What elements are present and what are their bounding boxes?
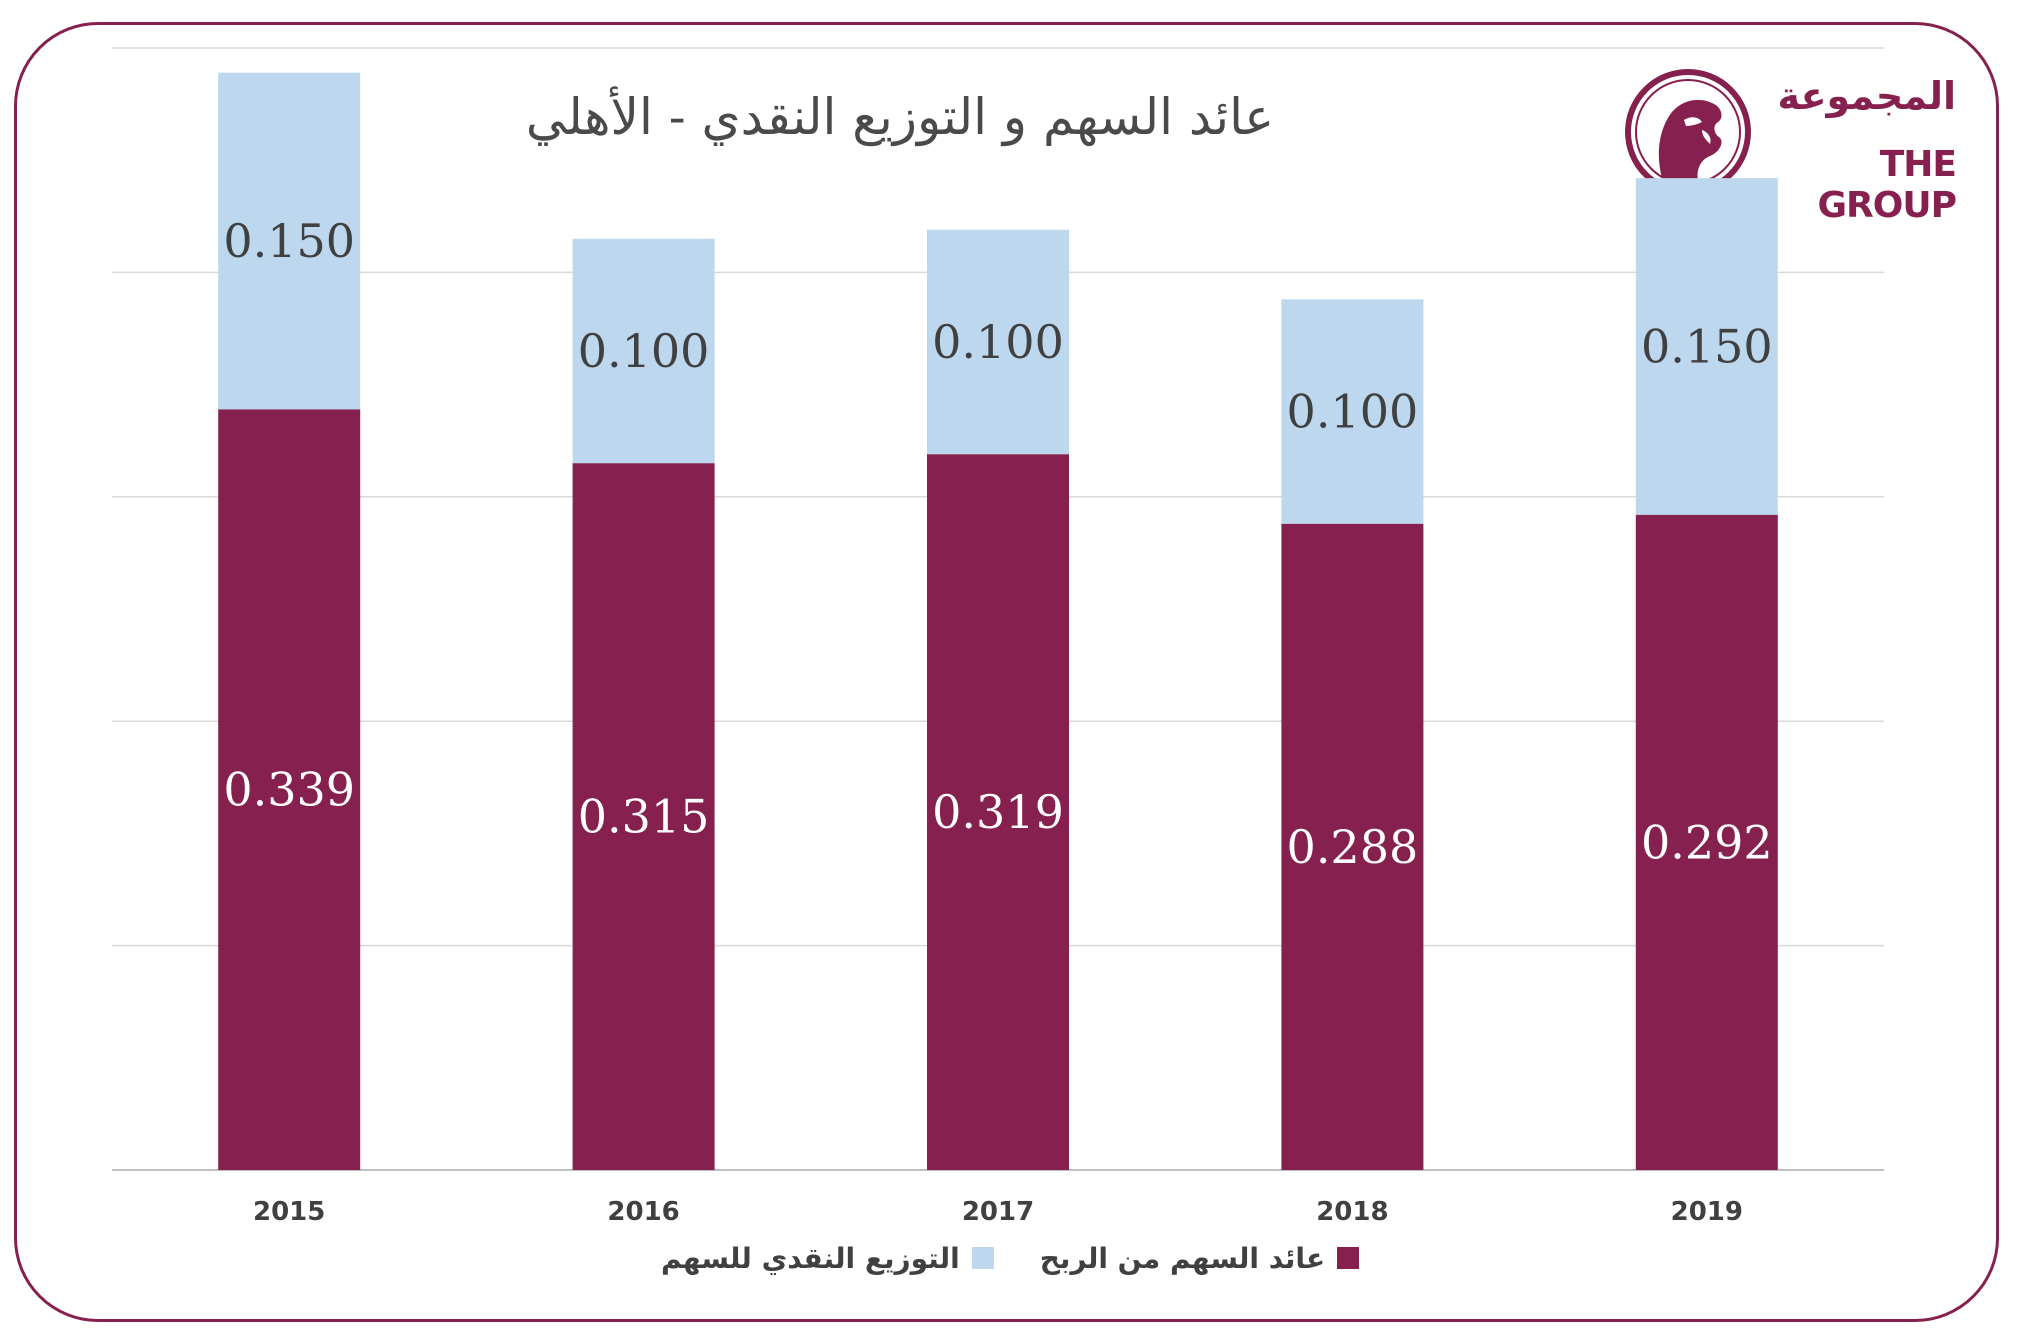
x-tick-label: 2019 <box>1671 1197 1743 1227</box>
eps-label-2015: 0.339 <box>223 763 355 817</box>
legend-item-dividend: التوزيع النقدي للسهم <box>661 1242 994 1275</box>
dividend-bar-2019 <box>1635 178 1778 515</box>
dividend-bar-2015 <box>218 72 361 410</box>
eps-bar-2019 <box>1635 514 1778 1170</box>
legend-item-eps: عائد السهم من الربح <box>1039 1241 1360 1275</box>
legend-label-dividend: التوزيع النقدي للسهم <box>660 1241 960 1275</box>
chart-frame <box>14 22 1999 1322</box>
dividend-label-2019: 0.150 <box>1641 319 1773 373</box>
x-tick-label: 2016 <box>607 1197 679 1227</box>
dividend-bar-2017 <box>927 229 1069 455</box>
bars <box>218 72 1778 1170</box>
dividend-label-2015: 0.150 <box>223 214 355 268</box>
dividend-bar-2016 <box>572 238 715 464</box>
eps-bar-2016 <box>572 463 715 1170</box>
dividend-label-2018: 0.100 <box>1287 385 1419 439</box>
eps-bar-2015 <box>218 409 361 1170</box>
eps-label-2018: 0.288 <box>1287 820 1419 874</box>
x-tick-label: 2017 <box>962 1197 1034 1227</box>
eps-label-2017: 0.319 <box>932 785 1064 839</box>
legend-swatch-dividend <box>971 1247 994 1269</box>
logo-arabic-text: المجموعة <box>1777 74 1956 118</box>
eps-label-2019: 0.292 <box>1641 815 1773 869</box>
x-axis: 2015 2016 2017 2018 2019 <box>253 1197 1743 1227</box>
eps-label-2016: 0.315 <box>578 790 710 844</box>
x-tick-label: 2018 <box>1316 1197 1388 1227</box>
dividend-label-2017: 0.100 <box>932 315 1064 369</box>
chart-title: عائد السهم و التوزيع النقدي - الأهلي <box>525 88 1275 146</box>
logo-english-text: THE GROUP <box>1817 144 1958 226</box>
eps-bar-2017 <box>927 454 1069 1170</box>
legend-swatch-eps <box>1337 1247 1360 1269</box>
dividend-bar-2018 <box>1281 299 1424 524</box>
data-labels: 0.339 0.150 0.315 0.100 0.319 0.100 0.288 0.100… <box>223 214 1772 874</box>
eps-bar-2018 <box>1281 523 1424 1170</box>
legend-label-eps: عائد السهم من الربح <box>1039 1241 1326 1275</box>
chart-legend: عائد السهم من الربح التوزيع النقدي للسهم <box>560 1236 1460 1280</box>
x-tick-label: 2015 <box>253 1197 325 1227</box>
dividend-label-2016: 0.100 <box>578 324 710 378</box>
group-logo: المجموعة THE GROUP <box>1622 60 1967 226</box>
